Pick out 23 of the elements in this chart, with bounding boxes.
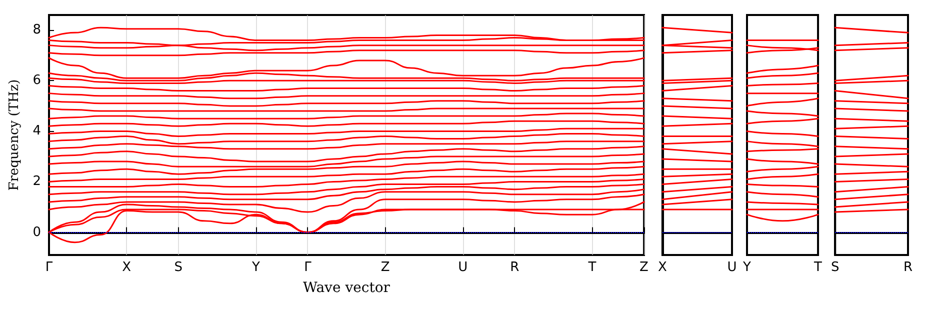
- x-tick-label: Γ: [304, 260, 312, 275]
- x-tick-label: U: [727, 260, 737, 275]
- y-tick-label: 4: [32, 124, 41, 139]
- y-tick-label: 6: [32, 73, 41, 88]
- x-tick-label: U: [458, 260, 468, 275]
- y-tick-label: 8: [32, 22, 41, 38]
- x-tick-label: T: [587, 260, 596, 275]
- x-tick-label: X: [658, 260, 667, 275]
- x-tick-label: X: [122, 260, 132, 275]
- y-tick-label: 0: [32, 224, 41, 240]
- x-tick-label: Γ: [45, 260, 54, 275]
- x-tick-label: S: [830, 260, 840, 275]
- x-tick-label: R: [903, 260, 913, 275]
- y-axis-title: Frequency (THz): [7, 79, 22, 191]
- y-tick-label: 2: [32, 174, 41, 190]
- x-tick-label: Y: [250, 260, 260, 275]
- x-tick-label: T: [813, 260, 822, 275]
- x-tick-label: R: [510, 260, 520, 275]
- x-tick-label: Z: [640, 260, 649, 275]
- x-tick-label: Z: [380, 260, 390, 275]
- x-tick-label: Y: [742, 260, 752, 275]
- x-tick-label: S: [174, 260, 182, 275]
- x-axis-title: Wave vector: [303, 280, 390, 296]
